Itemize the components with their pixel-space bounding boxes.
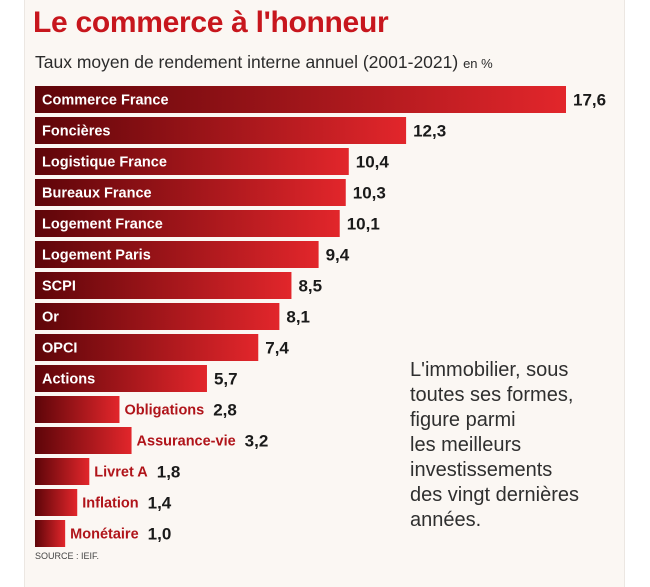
bar-livret-a bbox=[35, 458, 90, 485]
category-label: Actions bbox=[42, 372, 95, 388]
bar-obligations bbox=[35, 396, 120, 423]
value-label: 1,0 bbox=[148, 525, 172, 544]
bar-or bbox=[35, 303, 280, 330]
value-label: 10,3 bbox=[353, 184, 386, 203]
chart-subtitle: Taux moyen de rendement interne annuel (… bbox=[35, 52, 493, 73]
chart-title: Le commerce à l'honneur bbox=[33, 6, 389, 39]
bar-foncieres bbox=[35, 117, 407, 144]
annotation-note: L'immobilier, sous toutes ses formes, fi… bbox=[410, 359, 579, 531]
value-label: 2,8 bbox=[213, 401, 237, 420]
bar-logement-paris bbox=[35, 241, 319, 268]
value-label: 3,2 bbox=[245, 432, 269, 451]
bars-group: Commerce France 17,6 Foncières 12,3 Logistiq… bbox=[35, 86, 606, 547]
value-label: 1,4 bbox=[148, 494, 172, 513]
value-label: 17,6 bbox=[573, 91, 606, 110]
bar-logistique-france bbox=[35, 148, 349, 175]
source-credit: SOURCE : IEIF. bbox=[35, 551, 100, 561]
bar-bureaux-france bbox=[35, 179, 346, 206]
bar-inflation bbox=[35, 489, 78, 516]
value-label: 8,1 bbox=[286, 308, 310, 327]
category-label: Or bbox=[42, 310, 59, 326]
value-label: 1,8 bbox=[157, 463, 181, 482]
category-label: Foncières bbox=[42, 124, 111, 140]
bar-scpi bbox=[35, 272, 292, 299]
bar-assurance-vie bbox=[35, 427, 132, 454]
value-label: 7,4 bbox=[265, 339, 289, 358]
value-label: 10,4 bbox=[356, 153, 390, 172]
bar-chart: Commerce France 17,6 Foncières 12,3 Logistiq… bbox=[35, 86, 606, 547]
subtitle-unit: en % bbox=[463, 56, 493, 71]
value-label: 8,5 bbox=[298, 277, 322, 296]
bar-commerce-france bbox=[35, 86, 566, 113]
bar-logement-france bbox=[35, 210, 340, 237]
category-label: Logistique France bbox=[42, 155, 167, 171]
category-label: Inflation bbox=[82, 496, 138, 512]
category-label: Commerce France bbox=[42, 93, 169, 109]
category-label: Bureaux France bbox=[42, 186, 152, 202]
bar-monetaire bbox=[35, 520, 66, 547]
value-label: 9,4 bbox=[326, 246, 350, 265]
value-label: 5,7 bbox=[214, 370, 238, 389]
category-label: SCPI bbox=[42, 279, 76, 295]
category-label: Logement Paris bbox=[42, 248, 151, 264]
bar-actions bbox=[35, 365, 207, 392]
category-label: Monétaire bbox=[70, 527, 139, 543]
subtitle-text: Taux moyen de rendement interne annuel (… bbox=[35, 52, 459, 72]
value-label: 12,3 bbox=[413, 122, 446, 141]
category-label: Logement France bbox=[42, 217, 163, 233]
infographic: Le commerce à l'honneur Taux moyen de re… bbox=[24, 0, 625, 587]
category-label: Livret A bbox=[94, 465, 148, 481]
category-label: Obligations bbox=[124, 403, 204, 419]
value-label: 10,1 bbox=[347, 215, 380, 234]
category-label: OPCI bbox=[42, 341, 77, 357]
bar-opci bbox=[35, 334, 259, 361]
category-label: Assurance-vie bbox=[137, 434, 236, 450]
